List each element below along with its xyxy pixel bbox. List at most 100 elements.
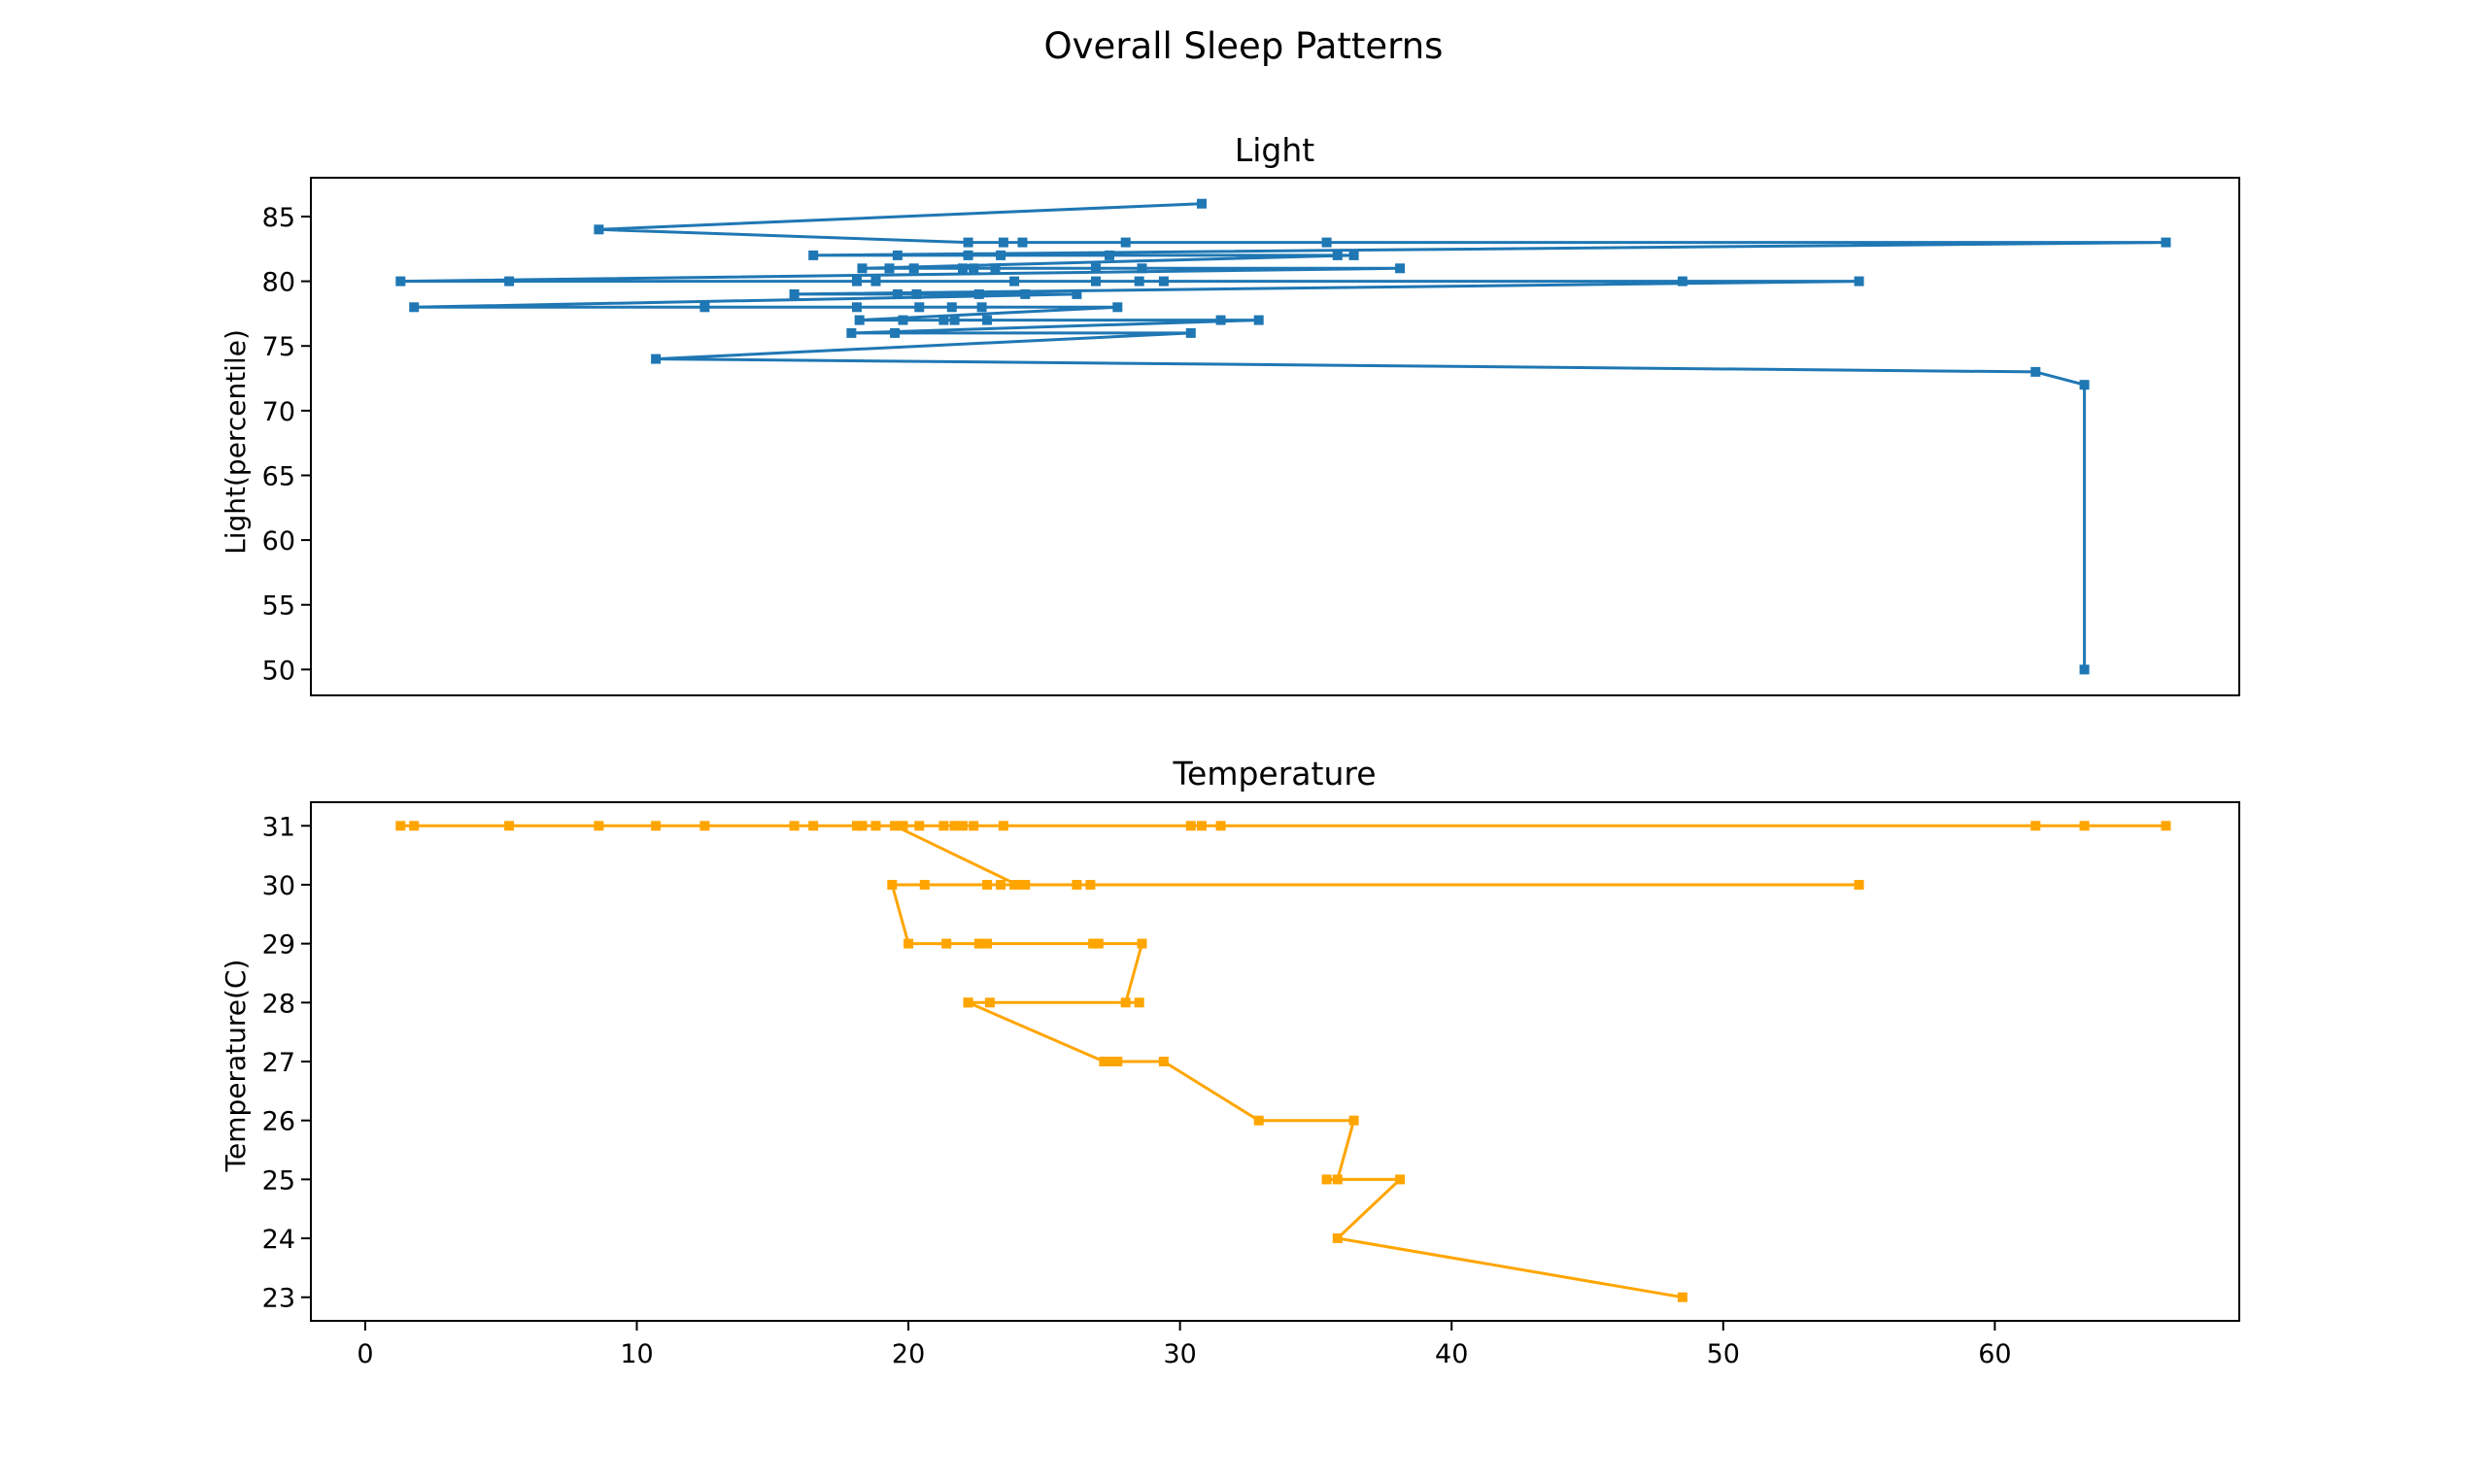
light-data-point — [938, 315, 949, 325]
light-y-tick-label: 55 — [262, 591, 295, 622]
temperature-panel-title: Temperature — [1172, 755, 1376, 793]
light-data-point — [852, 276, 862, 287]
light-y-axis-label: Light(percentile) — [220, 329, 252, 555]
temperature-y-tick-label: 26 — [262, 1107, 295, 1137]
temperature-data-point — [963, 997, 973, 1008]
temperature-data-point — [2079, 821, 2090, 831]
temperature-panel: Temperature Temperature(C) 2324252627282… — [220, 755, 2240, 1369]
temperature-data-point — [2030, 821, 2041, 831]
temperature-data-point — [1158, 1057, 1169, 1066]
temperature-data-point — [409, 821, 420, 831]
light-data-point — [914, 302, 925, 313]
temperature-data-point — [395, 821, 406, 831]
temperature-data-point — [914, 821, 925, 831]
light-data-point — [699, 302, 710, 313]
temperature-data-point — [1348, 1115, 1359, 1126]
light-data-point — [2161, 237, 2171, 248]
temperature-data-point — [1085, 880, 1096, 890]
light-data-point — [990, 263, 1001, 274]
light-data-point — [1197, 198, 1207, 209]
temperature-y-ticks: 23 24 25 26 27 28 29 30 31 — [262, 812, 311, 1314]
temperature-axes-frame — [310, 801, 2240, 1322]
light-data-point — [1009, 276, 1020, 287]
temperature-data-point — [1395, 1174, 1406, 1185]
figure-title: Overall Sleep Patterns — [1044, 25, 1444, 67]
light-data-point — [982, 315, 993, 325]
light-data-point — [1091, 263, 1101, 274]
light-plot-area — [395, 198, 2171, 675]
temperature-data-point — [919, 880, 930, 890]
temperature-data-point — [969, 821, 979, 831]
temperature-data-point — [594, 821, 604, 831]
light-data-point — [908, 263, 919, 274]
temperature-data-point — [1134, 997, 1144, 1008]
temperature-data-point — [890, 821, 901, 831]
light-data-point — [808, 250, 819, 260]
light-y-tick-label: 60 — [262, 526, 295, 556]
light-data-point — [976, 302, 987, 313]
light-data-point — [963, 250, 973, 260]
light-data-point — [1137, 263, 1147, 274]
temperature-data-point — [1321, 1174, 1332, 1185]
light-data-point — [504, 276, 515, 287]
light-data-point — [958, 263, 968, 274]
light-y-tick-label: 65 — [262, 461, 295, 491]
light-data-point — [963, 237, 973, 248]
light-data-point — [1395, 263, 1406, 274]
temperature-y-tick-label: 28 — [262, 989, 295, 1019]
temperature-data-point — [808, 821, 819, 831]
temperature-y-tick-label: 31 — [262, 812, 295, 842]
temperature-data-point — [887, 880, 898, 890]
temperature-data-point — [504, 821, 515, 831]
light-data-point — [1215, 315, 1226, 325]
temperature-data-point — [1020, 880, 1031, 890]
temperature-data-point — [1107, 1057, 1117, 1066]
temperature-data-point — [982, 938, 993, 949]
light-data-point — [998, 237, 1008, 248]
temperature-x-tick-label: 60 — [1978, 1339, 2011, 1369]
temperature-data-point — [949, 821, 960, 831]
temperature-plot-area — [395, 821, 2171, 1302]
temperature-y-tick-label: 23 — [262, 1284, 295, 1314]
light-data-point — [2030, 366, 2041, 377]
temperature-x-ticks: 0 10 20 30 40 50 60 — [357, 1321, 2012, 1369]
light-data-point — [1348, 250, 1359, 260]
temperature-y-tick-label: 25 — [262, 1165, 295, 1196]
light-y-tick-label: 70 — [262, 397, 295, 427]
temperature-data-point — [998, 821, 1008, 831]
light-data-point — [1158, 276, 1169, 287]
light-data-point — [898, 315, 908, 325]
light-data-point — [1020, 288, 1031, 299]
temperature-data-point — [789, 821, 800, 831]
light-y-ticks: 50 55 60 65 70 75 80 85 — [262, 203, 311, 686]
temperature-data-point — [1137, 938, 1147, 949]
temperature-data-point — [898, 821, 908, 831]
light-data-point — [949, 315, 960, 325]
temperature-data-point — [984, 997, 995, 1008]
temperature-data-point — [651, 821, 662, 831]
light-data-point — [892, 250, 903, 260]
light-y-tick-label: 80 — [262, 268, 295, 298]
temperature-data-point — [1112, 1057, 1123, 1066]
light-data-point — [969, 263, 979, 274]
temperature-data-point — [1332, 1174, 1343, 1185]
temperature-x-tick-label: 0 — [357, 1339, 373, 1369]
light-data-point — [409, 302, 420, 313]
light-data-point — [857, 263, 868, 274]
light-data-point — [1017, 237, 1028, 248]
temperature-data-point — [1072, 880, 1082, 890]
light-data-point — [1105, 250, 1114, 260]
light-data-point — [1072, 288, 1082, 299]
temperature-y-tick-label: 27 — [262, 1048, 295, 1078]
light-data-point — [870, 276, 881, 287]
light-data-point — [651, 354, 662, 364]
temperature-data-point — [982, 880, 993, 890]
light-data-point — [1321, 237, 1332, 248]
light-y-tick-label: 75 — [262, 332, 295, 362]
temperature-y-axis-label: Temperature(C) — [220, 960, 252, 1173]
light-y-tick-label: 85 — [262, 203, 295, 233]
temperature-x-tick-label: 40 — [1435, 1339, 1468, 1369]
light-data-point — [1120, 237, 1131, 248]
temperature-y-tick-label: 30 — [262, 871, 295, 901]
